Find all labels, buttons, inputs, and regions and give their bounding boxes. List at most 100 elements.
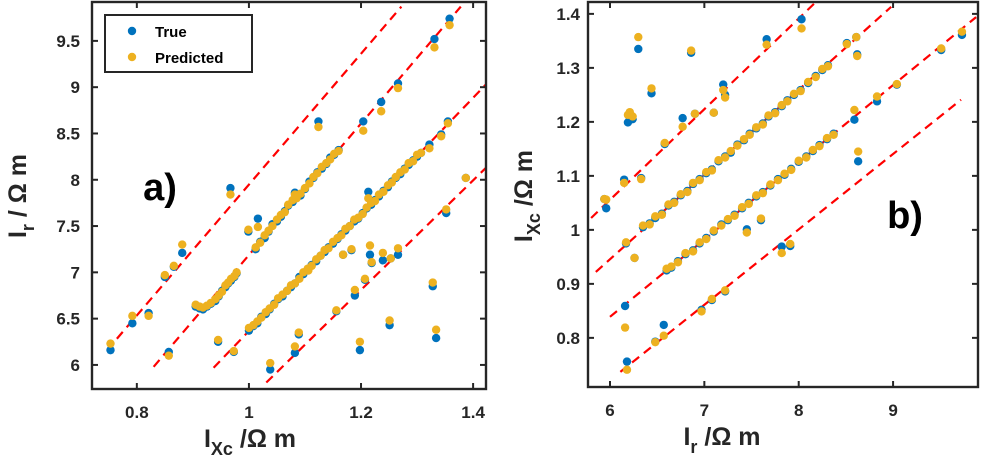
predicted-point: [786, 239, 795, 249]
predicted-point: [737, 202, 747, 212]
predicted-point: [350, 285, 360, 295]
predicted-point: [676, 190, 685, 199]
predicted-point: [268, 221, 277, 231]
predicted-point: [314, 122, 323, 132]
x-axis-label-main: I: [683, 423, 690, 451]
predicted-point: [808, 145, 818, 155]
true-point: [853, 157, 863, 166]
predicted-point: [144, 311, 153, 321]
predicted-point: [720, 93, 730, 102]
predicted-point: [719, 85, 728, 95]
predicted-point: [359, 126, 368, 135]
predicted-point: [695, 238, 704, 247]
axes-box: [586, 0, 980, 389]
y-axis-label-unit: /Ω m: [510, 150, 538, 213]
predicted-point: [957, 27, 967, 36]
predicted-point: [853, 51, 862, 61]
true-point: [266, 365, 275, 374]
x-axis-label-unit: /Ω m: [233, 425, 296, 453]
predicted-point: [758, 120, 768, 129]
predicted-point: [425, 144, 434, 153]
reference-line: [619, 98, 962, 373]
predicted-point: [378, 248, 388, 258]
predicted-point: [796, 86, 805, 96]
predicted-point: [376, 107, 386, 116]
predicted-point: [745, 130, 754, 140]
predicted-point: [338, 250, 348, 259]
predicted-point: [347, 244, 356, 254]
x-axis-label: IXc /Ω m: [204, 425, 296, 459]
predicted-point: [269, 300, 279, 309]
predicted-point: [681, 248, 690, 258]
y-axis-label-main: I: [510, 235, 538, 242]
legend-predicted-marker: [127, 52, 137, 62]
true-point: [659, 320, 668, 330]
predicted-point: [602, 195, 611, 204]
true-point: [620, 301, 630, 311]
y-tick-label: 0.8: [556, 329, 580, 348]
predicted-point: [702, 234, 711, 244]
predicted-point: [723, 214, 733, 224]
predicted-point: [128, 311, 137, 321]
predicted-point: [428, 278, 437, 287]
predicted-point: [651, 212, 660, 221]
x-axis-label-main: I: [204, 425, 211, 453]
x-tick-label: 1.4: [461, 403, 485, 422]
true-point: [178, 248, 187, 258]
predicted-point: [634, 32, 643, 42]
x-tick-label: 7: [700, 401, 709, 420]
true-point: [393, 250, 403, 259]
predicted-point: [852, 32, 861, 42]
x-tick-label: 6: [605, 401, 614, 420]
predicted-point: [393, 244, 403, 253]
predicted-point: [780, 169, 789, 178]
true-point: [253, 214, 263, 223]
true-point: [365, 250, 375, 259]
predicted-point: [853, 147, 863, 156]
true-point: [431, 333, 441, 343]
predicted-point: [266, 358, 275, 368]
predicted-point: [620, 323, 630, 332]
x-tick-label: 1.2: [349, 403, 373, 422]
predicted-point: [280, 207, 289, 217]
true-point: [797, 15, 806, 24]
predicted-point: [673, 258, 683, 267]
y-tick-label: 6.5: [56, 310, 80, 329]
predicted-point: [430, 43, 439, 52]
predicted-point: [385, 316, 394, 325]
y-tick-label: 0.9: [556, 275, 580, 294]
predicted-point: [688, 178, 698, 188]
predicted-point: [253, 222, 263, 232]
predicted-point: [829, 130, 838, 140]
predicted-point: [169, 261, 179, 271]
y-tick-label: 9.5: [56, 32, 80, 51]
predicted-point: [752, 123, 761, 132]
reference-line: [265, 166, 486, 384]
data-points: [106, 14, 471, 374]
y-tick-label: 6: [71, 356, 80, 375]
predicted-point: [305, 179, 314, 188]
predicted-point: [815, 141, 824, 151]
predicted-point: [638, 221, 648, 230]
predicted-point: [295, 274, 304, 284]
predicted-point: [688, 247, 698, 256]
predicted-point: [742, 228, 752, 237]
predicted-point: [660, 138, 669, 148]
predicted-point: [324, 244, 333, 253]
y-tick-label: 1.1: [556, 167, 580, 186]
true-point: [106, 345, 115, 355]
predicted-point: [690, 109, 700, 118]
true-point: [777, 242, 786, 251]
true-point: [378, 256, 388, 265]
x-axis-label-subscript: r: [690, 437, 697, 457]
predicted-point: [334, 146, 343, 156]
predicted-point: [786, 165, 796, 175]
predicted-point: [733, 141, 742, 150]
plot-area: [588, 2, 978, 387]
true-point: [226, 183, 235, 193]
predicted-point: [892, 79, 902, 89]
true-point: [602, 204, 611, 213]
predicted-point: [164, 351, 173, 360]
